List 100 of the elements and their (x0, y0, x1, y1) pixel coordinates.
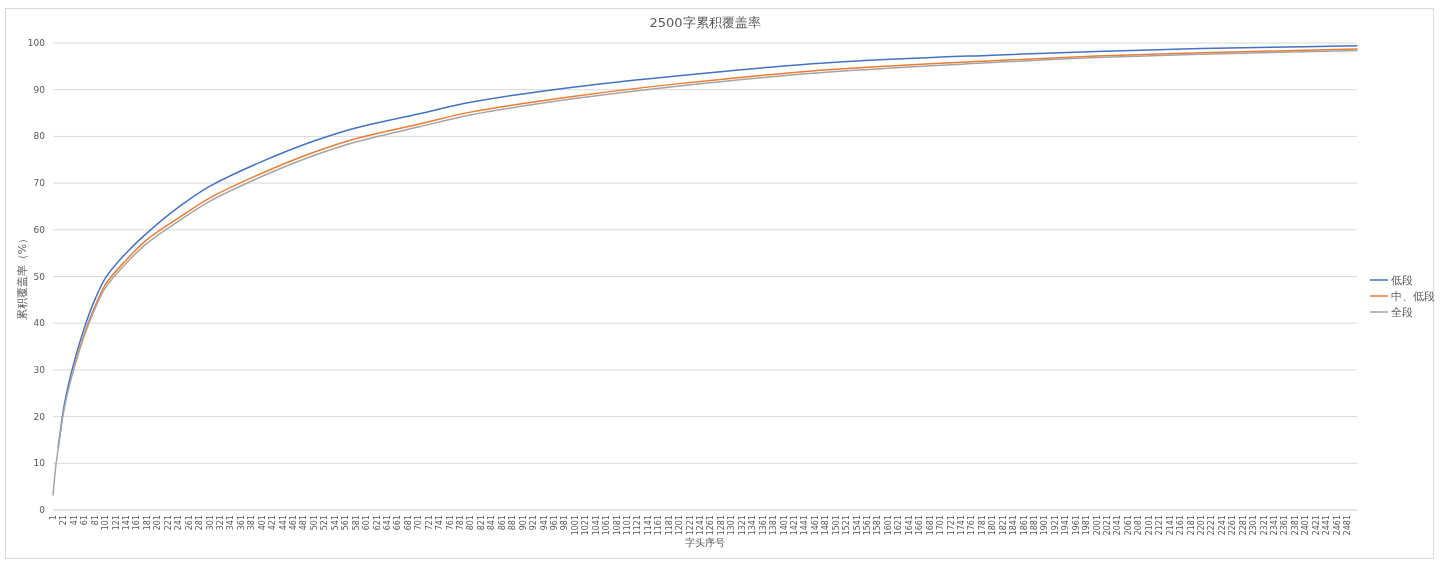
y-tick-label: 40 (33, 318, 46, 329)
x-tick-label: 621 (372, 515, 382, 531)
x-tick-label: 541 (330, 515, 340, 531)
legend-label: 低段 (1391, 274, 1413, 287)
x-tick-label: 761 (445, 515, 455, 531)
x-tick-label: 21 (59, 515, 69, 526)
y-axis-title: 累积覆盖率（%） (16, 232, 29, 321)
x-tick-label: 1781 (977, 515, 987, 536)
x-tick-label: 2341 (1270, 515, 1280, 536)
x-tick-label: 1981 (1082, 515, 1092, 536)
y-tick-label: 60 (33, 224, 46, 235)
x-tick-label: 1501 (831, 515, 841, 536)
x-tick-label: 161 (132, 515, 142, 531)
x-tick-label: 1441 (800, 515, 810, 536)
x-tick-label: 2381 (1290, 515, 1300, 536)
x-tick-label: 481 (299, 515, 309, 531)
x-tick-label: 1621 (894, 515, 904, 536)
x-tick-label: 2301 (1249, 515, 1259, 536)
x-tick-label: 1101 (622, 515, 632, 536)
x-tick-label: 2161 (1176, 515, 1186, 536)
x-tick-label: 561 (341, 515, 351, 531)
x-tick-label: 1141 (643, 515, 653, 536)
x-tick-label: 1921 (1050, 515, 1060, 536)
x-tick-label: 941 (539, 515, 549, 531)
x-tick-label: 521 (320, 515, 330, 531)
x-tick-label: 1761 (967, 515, 977, 536)
x-tick-label: 781 (456, 515, 466, 531)
x-tick-label: 601 (362, 515, 372, 531)
line-series (73, 48, 1358, 369)
x-tick-label: 841 (487, 515, 497, 531)
x-tick-label: 1521 (842, 515, 852, 536)
x-tick-label: 1681 (925, 515, 935, 536)
x-tick-label: 461 (289, 515, 299, 531)
x-tick-label: 961 (549, 515, 559, 531)
x-tick-label: 221 (163, 515, 173, 531)
x-tick-label: 1021 (581, 515, 591, 536)
x-tick-label: 861 (497, 515, 507, 531)
x-tick-label: 1561 (863, 515, 873, 536)
x-axis-title: 字头序号 (685, 537, 725, 548)
x-tick-label: 721 (424, 515, 434, 531)
x-tick-label: 501 (309, 515, 319, 531)
chart-title: 2500字累积覆盖率 (649, 15, 761, 30)
x-tick-label: 1201 (675, 515, 685, 536)
x-tick-label: 701 (414, 515, 424, 531)
x-tick-label: 1241 (696, 515, 706, 536)
x-tick-label: 301 (205, 515, 215, 531)
x-tick-label: 101 (101, 515, 111, 531)
x-tick-label: 2081 (1134, 515, 1144, 536)
x-tick-label: 2061 (1123, 515, 1133, 536)
x-tick-label: 641 (382, 515, 392, 531)
y-tick-label: 70 (33, 178, 46, 189)
x-tick-label: 1401 (779, 515, 789, 536)
x-tick-label: 1261 (706, 515, 716, 536)
x-tick-label: 1061 (602, 515, 612, 536)
x-tick-label: 801 (466, 515, 476, 531)
x-tick-label: 1161 (654, 515, 664, 536)
x-tick-label: 2221 (1207, 515, 1217, 536)
x-tick-label: 1421 (789, 515, 799, 536)
x-tick-label: 2021 (1103, 515, 1113, 536)
x-tick-label: 2141 (1165, 515, 1175, 536)
x-tick-label: 2181 (1186, 515, 1196, 536)
x-tick-label: 1281 (716, 515, 726, 536)
x-tick-label: 81 (90, 515, 100, 526)
x-tick-label: 1001 (570, 515, 580, 536)
x-tick-label: 1121 (633, 515, 643, 536)
x-tick-label: 261 (184, 515, 194, 531)
x-tick-label: 821 (476, 515, 486, 531)
x-tick-label: 241 (174, 515, 184, 531)
x-tick-label: 41 (69, 515, 79, 526)
x-tick-label: 1 (49, 515, 58, 521)
x-tick-label: 1841 (1009, 515, 1019, 536)
y-tick-label: 100 (27, 38, 46, 48)
x-tick-label: 921 (529, 515, 539, 531)
x-tick-label: 2421 (1311, 515, 1321, 536)
x-tick-label: 1321 (737, 515, 747, 536)
x-tick-label: 1661 (915, 515, 925, 536)
x-tick-label: 2481 (1343, 515, 1353, 536)
x-tick-label: 2281 (1238, 515, 1248, 536)
x-tick-label: 1701 (936, 515, 946, 536)
x-tick-label: 1301 (727, 515, 737, 536)
x-tick-label: 1461 (810, 515, 820, 536)
x-tick-label: 681 (403, 515, 413, 531)
x-tick-label: 61 (80, 515, 90, 526)
x-tick-label: 361 (236, 515, 246, 531)
x-tick-label: 121 (111, 515, 121, 531)
x-tick-label: 1221 (685, 515, 695, 536)
x-tick-label: 1581 (873, 515, 883, 536)
x-tick-label: 741 (435, 515, 445, 531)
x-tick-label: 1081 (612, 515, 622, 536)
x-tick-label: 1601 (883, 515, 893, 536)
x-tick-label: 881 (508, 515, 518, 531)
x-tick-label: 2361 (1280, 515, 1290, 536)
x-tick-label: 1861 (1019, 515, 1029, 536)
x-tick-label: 201 (153, 515, 163, 531)
x-tick-label: 1641 (904, 515, 914, 536)
x-tick-label: 1181 (664, 515, 674, 536)
x-tick-label: 1361 (758, 515, 768, 536)
x-tick-label: 2001 (1092, 515, 1102, 536)
y-tick-label: 80 (33, 131, 46, 142)
x-tick-label: 1941 (1061, 515, 1071, 536)
